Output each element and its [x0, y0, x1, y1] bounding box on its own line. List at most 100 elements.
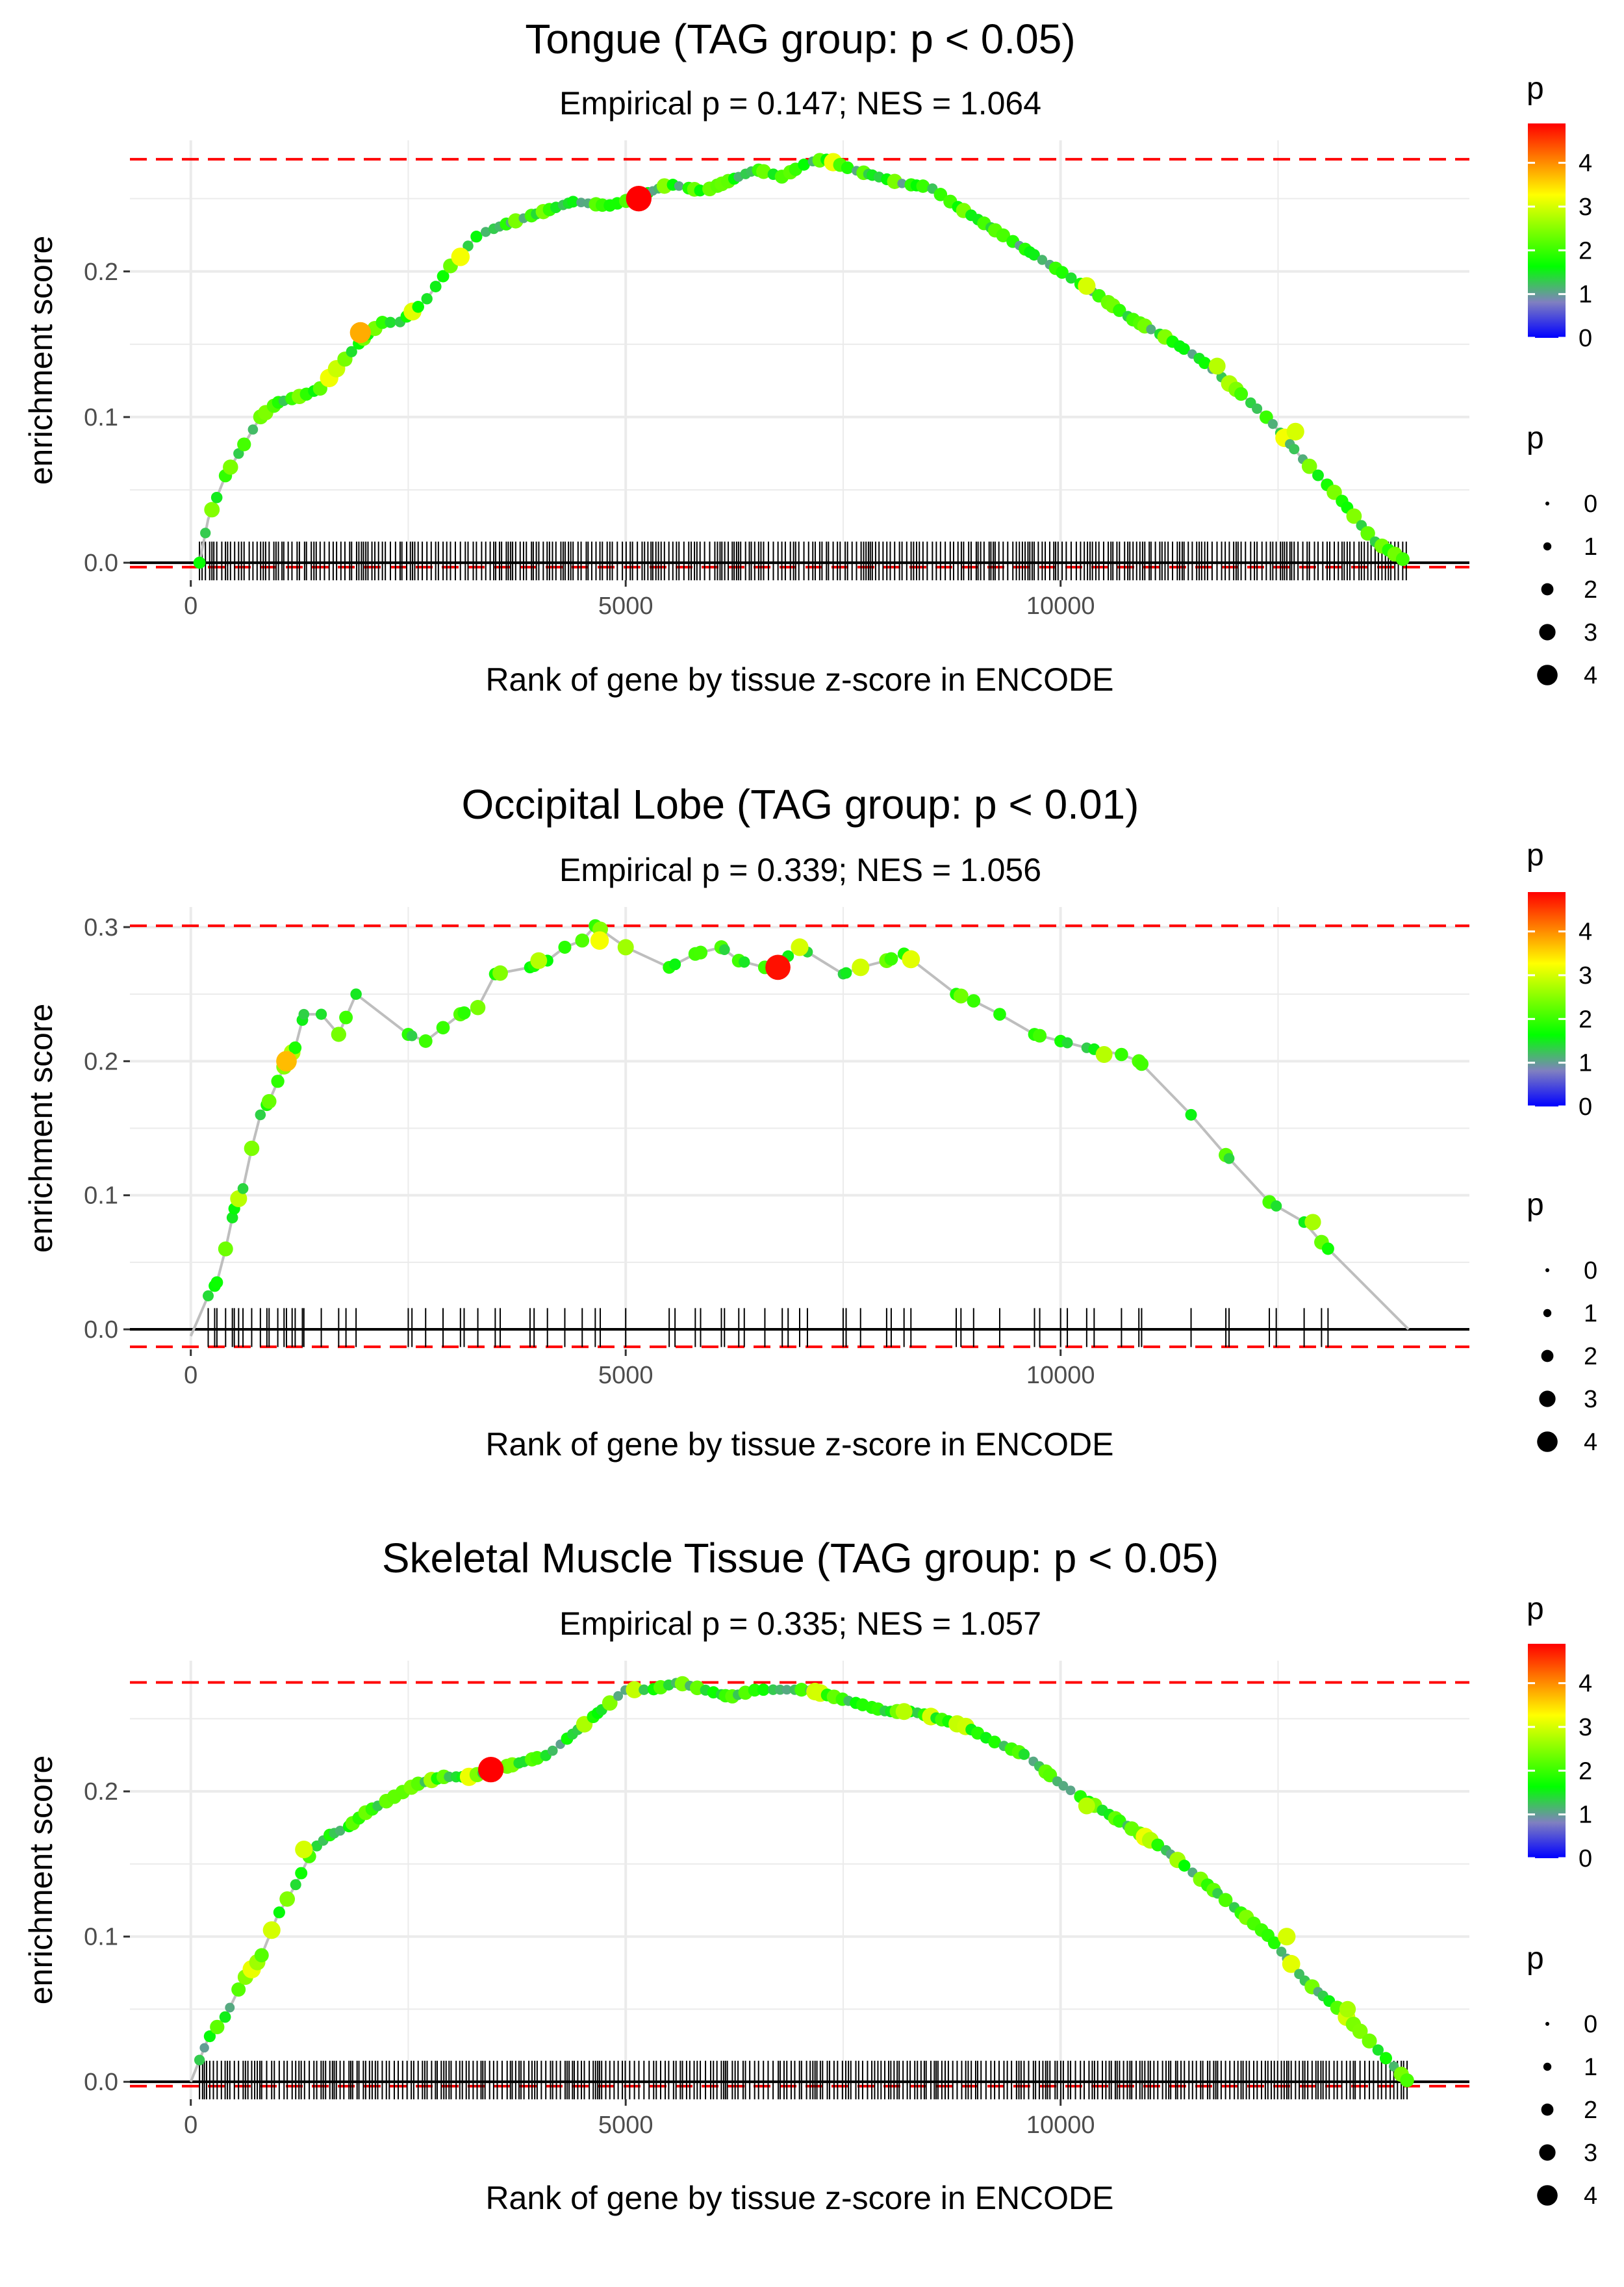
gene-point [993, 1008, 1006, 1021]
size-legend-label: 1 [1584, 1300, 1597, 1327]
size-legend-dot [1537, 1431, 1558, 1452]
x-tick-label: 5000 [598, 2112, 653, 2139]
gene-point-highlight [477, 1756, 504, 1783]
colorbar-label: 1 [1579, 1050, 1592, 1077]
colorbar-label: 0 [1579, 1845, 1592, 1872]
gene-point [231, 1982, 246, 1997]
colorbar-label: 3 [1579, 1714, 1592, 1741]
gene-point [244, 1140, 260, 1156]
gene-point [210, 491, 223, 504]
x-axis-label: Rank of gene by tissue z-score in ENCODE [485, 661, 1113, 698]
gene-point [230, 1190, 247, 1207]
colorbar-label: 2 [1579, 237, 1592, 264]
size-legend-dot [1539, 1390, 1556, 1407]
gene-point [1061, 1037, 1073, 1049]
grid-lines [130, 1661, 1469, 2099]
x-tick-label: 10000 [1026, 593, 1095, 620]
gene-point [421, 293, 433, 305]
chart-panel-tongue: Tongue (TAG group: p < 0.05) Empirical p … [0, 0, 1624, 767]
colorbar-title: p [1527, 1592, 1544, 1626]
gene-point-highlight [626, 185, 652, 212]
y-tick-label: 0.1 [84, 1924, 118, 1951]
gene-point-highlight [791, 938, 809, 956]
gene-point-highlight [765, 954, 791, 980]
gene-point [218, 1241, 233, 1257]
gene-point [967, 994, 981, 1008]
gene-point [223, 459, 238, 475]
colorbar-label: 1 [1579, 281, 1592, 309]
gene-hit-rug [199, 541, 1407, 581]
gene-point [1352, 2023, 1368, 2039]
gene-point [567, 196, 579, 208]
gene-hit-rug [199, 2060, 1408, 2100]
size-legend-label: 1 [1584, 533, 1597, 561]
gene-point [794, 1683, 809, 1697]
chart-subtitle: Empirical p = 0.339; NES = 1.056 [559, 852, 1041, 888]
gene-point [558, 940, 572, 954]
enrichment-score-line [189, 924, 1410, 1337]
gene-points [194, 1676, 1414, 2088]
gene-point [290, 1879, 301, 1891]
gene-hit-rug [207, 1308, 1329, 1348]
gene-point [219, 2011, 231, 2023]
gene-point [1223, 1153, 1235, 1164]
gene-point [457, 1006, 471, 1019]
colorbar-label: 3 [1579, 194, 1592, 221]
gene-point-highlight [276, 1051, 297, 1072]
gene-point [203, 1290, 214, 1301]
y-tick-label: 0.2 [84, 259, 118, 286]
y-axis-label: enrichment score [23, 1004, 59, 1253]
chart-subtitle: Empirical p = 0.147; NES = 1.064 [559, 85, 1041, 121]
gene-point [350, 988, 362, 1000]
size-legend-dot [1541, 1349, 1554, 1362]
gene-point [953, 988, 969, 1004]
gene-point [233, 448, 244, 459]
gene-point [613, 1691, 624, 1701]
y-tick-label: 0.3 [84, 914, 118, 941]
chart-svg: Skeletal Muscle Tissue (TAG group: p < 0… [23, 1535, 1597, 2216]
colorbar-title: p [1527, 71, 1544, 106]
colorbar-label: 3 [1579, 962, 1592, 990]
size-legend-label: 3 [1584, 2140, 1597, 2167]
gene-point [1326, 484, 1342, 500]
gene-point [767, 1684, 779, 1695]
gene-point [756, 164, 771, 179]
colorbar-label: 4 [1579, 919, 1592, 946]
gene-point [406, 1030, 418, 1041]
gene-point [933, 188, 948, 201]
gene-point-highlight [1339, 2000, 1356, 2018]
gene-point [739, 956, 750, 968]
enrichment-score-line [189, 1681, 1410, 2083]
gene-point [1028, 249, 1040, 261]
y-tick-label: 0.1 [84, 1182, 118, 1210]
size-legend-dot [1537, 665, 1558, 685]
colorbar-label: 2 [1579, 1757, 1592, 1785]
colorbar [1528, 892, 1566, 1106]
chart-title: Occipital Lobe (TAG group: p < 0.01) [462, 781, 1139, 828]
gene-point [288, 1041, 302, 1054]
size-legend-title: p [1527, 1188, 1544, 1222]
gene-point [1400, 2073, 1414, 2088]
gene-point [1282, 1954, 1300, 1973]
gene-point [1267, 419, 1278, 429]
gene-point [996, 228, 1010, 242]
gene-point [200, 528, 211, 539]
gene-point [463, 240, 474, 251]
size-legend-dot [1545, 502, 1549, 505]
size-legend-label: 4 [1584, 2182, 1597, 2210]
gene-point [247, 424, 259, 435]
gene-point [1185, 1108, 1197, 1121]
gene-point [295, 1867, 308, 1880]
gene-point [255, 1109, 266, 1121]
x-tick-label: 5000 [598, 1362, 653, 1389]
y-tick-label: 0.0 [84, 2069, 118, 2096]
gene-point [1199, 357, 1212, 370]
size-legend-dot [1541, 583, 1554, 596]
x-tick-label: 0 [184, 2112, 197, 2139]
gene-point [902, 950, 920, 969]
size-legend-label: 4 [1584, 1429, 1597, 1456]
gene-point [916, 179, 930, 193]
gene-point [346, 346, 357, 357]
gene-point [210, 1276, 223, 1289]
